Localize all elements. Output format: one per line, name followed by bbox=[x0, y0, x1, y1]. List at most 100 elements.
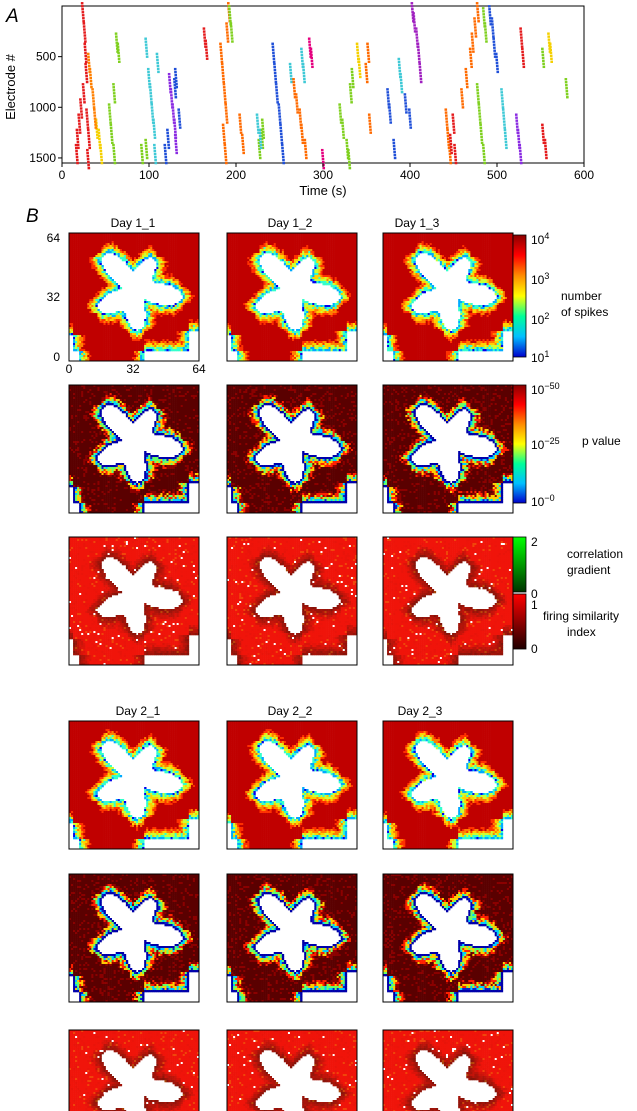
colorbar-spikes-tick-2: 103 bbox=[531, 271, 549, 287]
raster-point bbox=[473, 17, 477, 37]
colorbar-spikes: 104 103 102 101 number of spikes bbox=[513, 231, 608, 365]
colorbar-similarity-label-1: firing similarity bbox=[543, 609, 619, 623]
heatmap-tile-pvalue bbox=[227, 385, 357, 513]
map-y-tick-32: 32 bbox=[47, 290, 61, 304]
colorbar-spikes-label-2: of spikes bbox=[561, 305, 608, 319]
raster-point bbox=[465, 68, 469, 88]
raster-point bbox=[108, 103, 112, 123]
colorbar-spikes-bar bbox=[513, 235, 526, 357]
colorbar-correlation-bar bbox=[513, 537, 526, 592]
heatmap-tile-pvalue bbox=[69, 874, 199, 1002]
raster-point bbox=[275, 83, 279, 103]
raster-point bbox=[81, 2, 85, 22]
colorbar-spikes-label-1: number bbox=[561, 289, 602, 303]
raster-point bbox=[500, 88, 504, 108]
colorbar-spikes-tick-3: 102 bbox=[531, 311, 549, 327]
raster-point bbox=[502, 108, 506, 128]
raster-point bbox=[453, 144, 457, 164]
raster-point bbox=[225, 22, 229, 42]
panel-b-letter: B bbox=[26, 206, 39, 227]
raster-point bbox=[140, 144, 144, 164]
heatmap-tile-spikes bbox=[69, 233, 199, 361]
title-day2-2: Day 2_2 bbox=[268, 704, 313, 718]
raster-point bbox=[357, 58, 361, 78]
raster-point bbox=[219, 43, 223, 63]
raster-point bbox=[476, 83, 480, 103]
colorbar-correlation-label-1: correlation bbox=[567, 547, 623, 561]
raster-point bbox=[85, 108, 89, 128]
heatmap-tile-similarity bbox=[69, 1030, 199, 1111]
raster-y-tick-label: 500 bbox=[36, 50, 56, 64]
raster-point bbox=[156, 53, 160, 73]
map-x-tick-0: 0 bbox=[66, 362, 73, 376]
heatmap-tile-similarity bbox=[383, 537, 513, 665]
raster-point bbox=[304, 139, 308, 159]
heatmap-tile-pvalue bbox=[69, 385, 199, 513]
colorbar-pvalue-tick-1: 10−50 bbox=[531, 381, 560, 397]
raster-point bbox=[388, 103, 392, 123]
raster-point bbox=[565, 78, 569, 98]
raster-point bbox=[149, 83, 153, 103]
colorbar-similarity-tick-0: 0 bbox=[531, 642, 538, 656]
raster-point bbox=[87, 129, 91, 149]
raster-x-tick-label: 200 bbox=[226, 168, 246, 182]
raster-point bbox=[281, 144, 285, 164]
raster-x-tick-label: 400 bbox=[400, 168, 420, 182]
heatmap-tile-similarity bbox=[227, 537, 357, 665]
raster-point bbox=[478, 103, 482, 123]
raster-point bbox=[144, 139, 148, 159]
heatmap-tile-similarity bbox=[69, 537, 199, 665]
heatmap-tile-spikes bbox=[383, 721, 513, 849]
title-day1-2: Day 1_2 bbox=[268, 216, 313, 230]
heatmap-tile-similarity bbox=[227, 1030, 357, 1111]
raster-point bbox=[83, 22, 87, 42]
raster-point bbox=[153, 144, 157, 164]
raster-x-tick-label: 600 bbox=[574, 168, 594, 182]
title-day1-3: Day 1_3 bbox=[395, 216, 440, 230]
raster-point bbox=[224, 144, 228, 164]
raster-point bbox=[279, 124, 283, 144]
raster-point bbox=[479, 124, 483, 144]
raster-point bbox=[166, 129, 170, 149]
raster-point bbox=[392, 139, 396, 159]
map-y-tick-64: 64 bbox=[47, 231, 61, 245]
raster-point bbox=[364, 63, 368, 83]
raster-point bbox=[444, 108, 448, 128]
colorbar-similarity-bar bbox=[513, 594, 526, 649]
raster-point bbox=[408, 108, 412, 128]
colorbar-similarity-label-2: index bbox=[567, 625, 596, 639]
raster-point bbox=[519, 27, 523, 47]
raster-point bbox=[484, 22, 488, 42]
raster-point bbox=[84, 63, 88, 83]
raster-point bbox=[302, 63, 306, 83]
raster-point bbox=[495, 53, 499, 73]
raster-point bbox=[271, 43, 275, 63]
raster-point bbox=[518, 144, 522, 164]
heatmap-tile-spikes bbox=[383, 233, 513, 361]
title-day2-3: Day 2_3 bbox=[398, 704, 443, 718]
colorbar-similarity-tick-1: 1 bbox=[531, 598, 538, 612]
raster-point bbox=[163, 144, 167, 164]
raster-point bbox=[460, 88, 464, 108]
raster-point bbox=[521, 48, 525, 68]
title-day1-1: Day 1_1 bbox=[111, 216, 156, 230]
raster-y-label: Electrode # bbox=[3, 53, 18, 120]
raster-x-tick-label: 300 bbox=[313, 168, 333, 182]
colorbar-spikes-tick-1: 104 bbox=[531, 231, 549, 247]
raster-point bbox=[544, 139, 548, 159]
raster-point bbox=[204, 40, 208, 60]
raster-point bbox=[89, 68, 93, 88]
heatmap-tile-pvalue bbox=[227, 874, 357, 1002]
colorbar-pvalue-bar bbox=[513, 385, 526, 503]
raster-point bbox=[482, 144, 486, 164]
raster-point bbox=[238, 113, 242, 133]
raster-point bbox=[224, 103, 228, 123]
raster-point bbox=[221, 63, 225, 83]
raster-x-tick-label: 500 bbox=[487, 168, 507, 182]
raster-point bbox=[223, 83, 227, 103]
colorbar-pvalue-label: p value bbox=[582, 434, 621, 448]
raster-point bbox=[82, 83, 86, 103]
raster-point bbox=[476, 2, 480, 22]
heatmap-tile-spikes bbox=[227, 721, 357, 849]
